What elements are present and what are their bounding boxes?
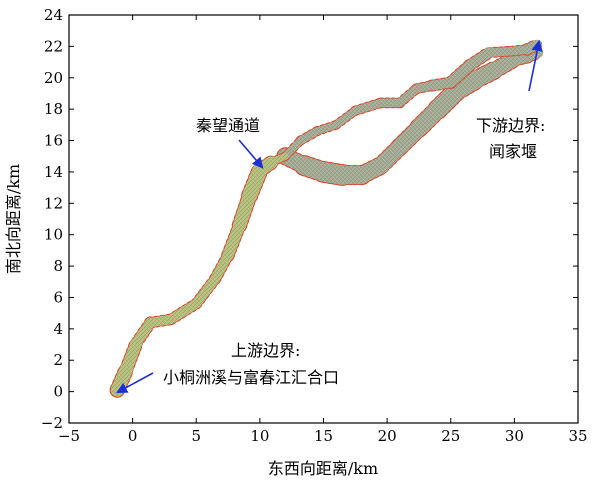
river-main-reach-segment	[267, 152, 289, 167]
x-tick-label: 25	[441, 427, 460, 445]
river-main-reach-segment	[191, 273, 221, 309]
y-tick-label: 10	[44, 226, 63, 244]
y-tick-label: 14	[44, 163, 63, 181]
y-tick-label: 12	[44, 194, 63, 212]
y-axis-label: 南北向距离/km	[4, 164, 23, 274]
arrow-upstream-boundary	[116, 372, 154, 394]
x-tick-label: −5	[58, 427, 80, 445]
y-tick-label: 8	[53, 257, 63, 275]
y-tick-label: 2	[53, 351, 63, 369]
x-tick-label: 5	[191, 427, 201, 445]
x-tick-label: 35	[568, 427, 587, 445]
y-tick-label: 4	[53, 320, 63, 338]
y-tick-label: −2	[41, 414, 63, 432]
y-tick-label: 18	[44, 100, 63, 118]
x-tick-label: 15	[314, 427, 333, 445]
x-axis-label: 东西向距离/km	[268, 459, 378, 478]
river-main-reach-segment	[166, 299, 201, 325]
annotation-qinwang-channel: 秦望通道	[196, 116, 260, 135]
y-tick-label: 24	[44, 6, 63, 24]
x-tick-label: 20	[378, 427, 397, 445]
annotation-downstream-boundary: 下游边界:	[476, 116, 545, 135]
plot-frame	[68, 14, 579, 424]
y-tick-label: 6	[53, 288, 63, 306]
y-tick-label: 16	[44, 132, 63, 150]
arrow-downstream-boundary	[528, 39, 543, 92]
river-mesh-area	[109, 38, 545, 398]
y-tick-label: 22	[44, 37, 63, 55]
annotation-downstream-location: 闻家堰	[489, 142, 537, 161]
river-north-branch-segment	[351, 98, 385, 115]
x-tick-label: 0	[128, 427, 138, 445]
river-north-branch-segment	[521, 39, 543, 55]
annotation-upstream-boundary: 上游边界:	[231, 341, 300, 360]
x-axis-ticks: −5 0 5 10 15 20 25 30 35	[58, 15, 588, 445]
arrow-qinwang-channel	[238, 139, 264, 169]
x-tick-label: 10	[250, 427, 269, 445]
x-tick-label: 30	[505, 427, 524, 445]
annotation-upstream-location: 小桐洲溪与富春江汇合口	[163, 368, 339, 387]
y-tick-label: 20	[44, 69, 63, 87]
y-tick-label: 0	[53, 383, 63, 401]
